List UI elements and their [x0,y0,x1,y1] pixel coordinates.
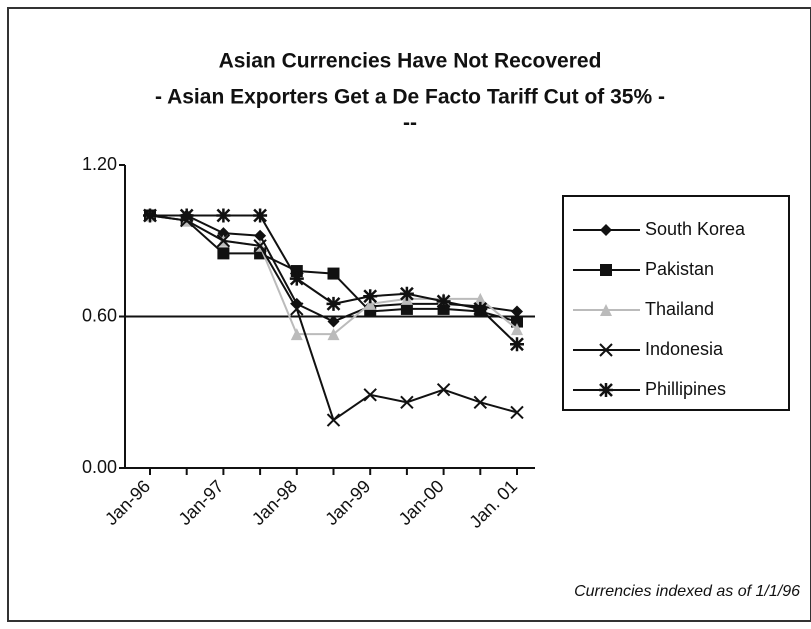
marker-shape [364,297,377,310]
marker-shape [363,289,378,304]
marker [290,302,304,316]
marker-shape [473,301,488,316]
marker [327,267,340,280]
marker-shape [600,264,612,276]
marker-shape [599,383,613,397]
x-tick-label: Jan-00 [395,476,448,529]
marker-shape [400,395,414,410]
x-tick-label: Jan-97 [175,476,228,529]
x-tick-label: Jan-98 [248,476,301,529]
marker-shape [599,343,613,357]
marker [436,294,451,309]
marker-shape [510,337,524,352]
marker-shape [510,405,524,420]
legend-label: Pakistan [645,259,714,279]
marker-shape [253,208,268,223]
marker-shape [473,395,488,410]
marker-shape [474,292,487,305]
marker [474,292,487,305]
marker-shape [363,388,377,402]
marker-shape [600,304,612,316]
marker [364,297,377,310]
marker [600,304,612,316]
marker [254,229,267,242]
marker [400,302,413,315]
marker [599,343,613,357]
legend-label: Thailand [645,299,714,319]
marker [289,271,304,286]
marker-shape [399,286,414,301]
marker [217,247,230,260]
marker [216,208,231,223]
marker-shape [216,208,231,223]
chart-subtitle: -- [403,112,417,135]
marker [400,395,414,410]
marker-shape [216,234,231,248]
marker-shape [290,302,304,316]
marker [600,224,612,236]
marker-shape [289,271,304,286]
marker [290,328,303,341]
marker [473,395,488,410]
marker [326,413,341,427]
marker [511,323,523,336]
marker-shape [253,239,267,253]
marker-shape [327,328,340,341]
marker [143,208,157,223]
marker [253,239,267,253]
marker-shape [327,315,340,328]
marker-shape [436,294,451,309]
chart-subtitle: - Asian Exporters Get a De Facto Tariff … [155,86,665,109]
marker [327,328,340,341]
marker-shape [511,323,523,336]
marker [327,315,340,328]
legend-label: South Korea [645,219,746,239]
x-tick-label: Jan-96 [101,476,154,529]
marker [511,305,523,318]
marker-shape [600,224,612,236]
marker [363,388,377,402]
marker-shape [254,229,267,242]
marker [511,315,523,328]
marker-shape [400,302,413,315]
marker-shape [327,267,340,280]
marker [510,337,524,352]
chart-title: Asian Currencies Have Not Recovered [219,50,602,73]
marker [600,264,612,276]
marker [179,208,194,223]
marker-shape [436,383,451,397]
marker [363,289,378,304]
marker [510,405,524,420]
marker-shape [511,315,523,328]
marker [436,383,451,397]
marker-shape [179,208,194,223]
marker [473,301,488,316]
marker-shape [217,227,230,240]
marker-shape [511,305,523,318]
y-tick-label: 1.20 [82,154,117,174]
marker-shape [143,208,157,223]
marker [253,208,268,223]
y-tick-label: 0.00 [82,457,117,477]
marker-shape [217,247,230,260]
marker [216,234,231,248]
legend-box [562,195,790,411]
marker-shape [290,328,303,341]
marker-shape [326,296,341,311]
legend-label: Indonesia [645,339,724,359]
frame [7,7,811,622]
legend-label: Phillipines [645,379,726,399]
marker [217,227,230,240]
marker [326,296,341,311]
y-tick-label: 0.60 [82,305,117,325]
marker [599,383,613,397]
marker-shape [326,413,341,427]
marker [399,286,414,301]
note: Currencies indexed as of 1/1/96 [574,583,800,600]
x-tick-label: Jan-99 [321,476,374,529]
x-tick-label: Jan. 01 [465,476,521,532]
